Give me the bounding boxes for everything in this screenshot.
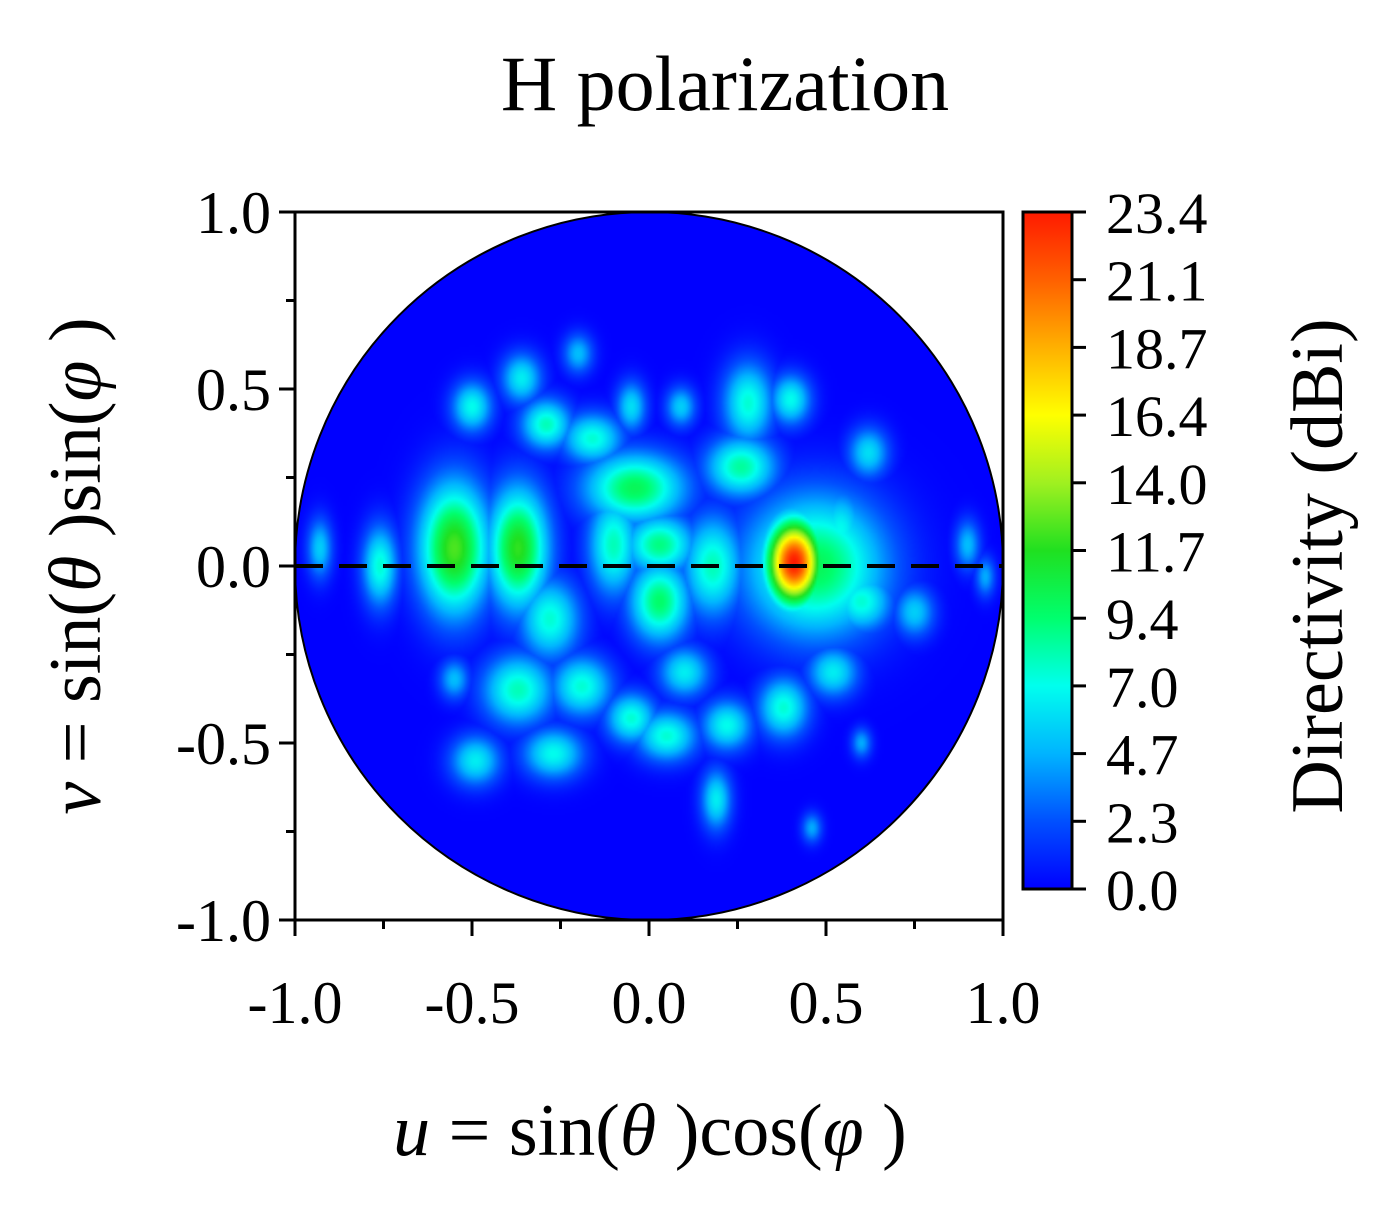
y-axis-label-var: v xyxy=(35,782,117,815)
x-axis-label-end: ) xyxy=(864,1090,907,1172)
x-axis-label: u = sin(θ )cos(φ ) xyxy=(393,1090,907,1172)
colorbar-tick-label: 18.7 xyxy=(1106,316,1208,381)
x-tick-label: -0.5 xyxy=(425,970,520,1036)
colorbar-tick-label: 0.0 xyxy=(1106,858,1179,923)
y-axis-label-mid: )sin( xyxy=(35,402,117,556)
y-axis-label-phi: φ xyxy=(35,361,117,402)
y-axis: 1.0 0.5 0.0 -0.5 -1.0 xyxy=(176,180,295,954)
colorbar-tick-label: 11.7 xyxy=(1106,520,1205,585)
x-tick-label: -1.0 xyxy=(248,970,343,1036)
colorbar-tick-label: 4.7 xyxy=(1106,723,1179,788)
x-axis-label-var: u xyxy=(393,1090,430,1172)
x-axis-label-theta: θ xyxy=(620,1090,656,1172)
y-axis-label: v = sin(θ )sin(φ ) xyxy=(35,317,117,814)
y-tick-label: -1.0 xyxy=(176,888,271,954)
colorbar-gradient xyxy=(1021,210,1074,891)
chart-title: H polarization xyxy=(501,40,949,127)
y-tick-label: 0.0 xyxy=(196,534,271,600)
colorbar: 23.421.118.716.414.011.79.47.04.72.30.0 xyxy=(1021,181,1208,923)
colorbar-label: Directivity (dBi) xyxy=(1277,318,1359,813)
colorbar-tick-label: 21.1 xyxy=(1106,249,1208,314)
y-tick-label: -0.5 xyxy=(176,711,271,777)
x-tick-label: 1.0 xyxy=(966,970,1041,1036)
colorbar-tick-label: 9.4 xyxy=(1106,587,1179,652)
x-axis-label-phi: φ xyxy=(823,1090,864,1172)
y-axis-label-end: ) xyxy=(35,317,117,360)
x-axis-label-eq: = sin( xyxy=(430,1090,620,1172)
y-axis-label-theta: θ xyxy=(35,556,117,592)
colorbar-tick-label: 2.3 xyxy=(1106,790,1179,855)
y-tick-label: 1.0 xyxy=(196,180,271,246)
colorbar-tick-label: 7.0 xyxy=(1106,655,1179,720)
x-tick-label: 0.0 xyxy=(612,970,687,1036)
y-axis-label-eq: = sin( xyxy=(35,592,117,782)
colorbar-ticks: 23.421.118.716.414.011.79.47.04.72.30.0 xyxy=(1072,181,1208,923)
x-axis: -1.0 -0.5 0.0 0.5 1.0 xyxy=(248,920,1041,1036)
x-axis-label-mid: )cos( xyxy=(656,1090,822,1172)
colorbar-tick-label: 23.4 xyxy=(1106,181,1208,246)
y-tick-label: 0.5 xyxy=(196,357,271,423)
colorbar-tick-label: 14.0 xyxy=(1106,452,1208,517)
colorbar-tick-label: 16.4 xyxy=(1106,384,1208,449)
x-tick-label: 0.5 xyxy=(789,970,864,1036)
